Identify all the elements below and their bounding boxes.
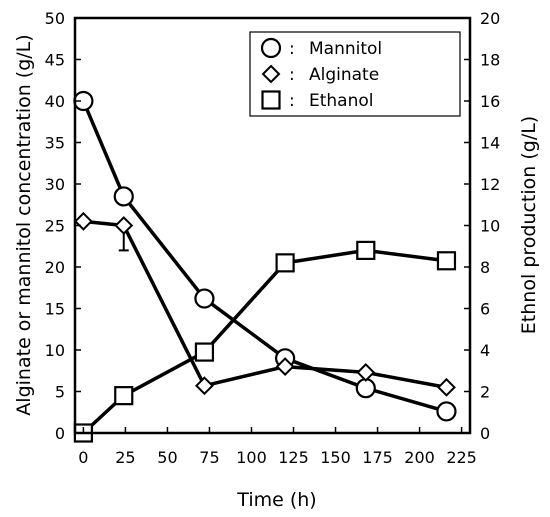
x-tick-label: 125 — [278, 448, 309, 467]
y-left-tick-label: 0 — [55, 424, 65, 443]
x-tick-label: 225 — [446, 448, 477, 467]
y-axis-right-title: Ethnol production (g/L) — [518, 116, 540, 334]
x-tick-label: 100 — [236, 448, 267, 467]
chart-axes: 0 25 50 75 100 125 150 175 200 225051015202530354… — [45, 9, 501, 467]
x-tick-label: 175 — [362, 448, 393, 467]
ethanol-point — [194, 342, 215, 362]
y-right-tick-label: 2 — [480, 383, 490, 402]
legend-separator: : — [289, 65, 295, 85]
y-left-tick-label: 30 — [45, 175, 65, 194]
mannitol-line — [81, 100, 447, 414]
x-tick-label: 75 — [199, 448, 219, 467]
y-axis-left-title: Alginate or mannitol concentration (g/L) — [13, 34, 35, 415]
y-right-tick-label: 6 — [480, 300, 490, 319]
alginate-line — [83, 219, 447, 390]
y-right-tick-label: 16 — [480, 92, 500, 111]
x-axis-title: Time (h) — [236, 489, 316, 511]
alginate-point — [195, 376, 214, 396]
mannitol-point — [194, 288, 215, 309]
y-right-tick-label: 8 — [480, 258, 490, 277]
y-right-tick-label: 14 — [480, 134, 500, 153]
y-left-tick-label: 10 — [45, 341, 65, 360]
y-left-tick-label: 35 — [45, 134, 65, 153]
legend-alginate-label: Alginate — [309, 65, 379, 85]
legend-mannitol-label: Mannitol — [309, 39, 382, 59]
y-left-tick-label: 40 — [45, 92, 65, 111]
mannitol-point — [355, 378, 376, 399]
ethanol-point — [114, 386, 134, 406]
y-right-tick-label: 10 — [480, 217, 500, 236]
x-tick-label: 50 — [157, 448, 177, 467]
y-right-tick-label: 0 — [480, 424, 490, 443]
legend-ethanol-marker — [261, 90, 281, 110]
legend-box — [249, 31, 461, 117]
alginate-point — [114, 216, 134, 235]
alginate-point — [437, 377, 456, 397]
y-left-tick-label: 20 — [45, 258, 65, 277]
legend-separator: : — [289, 91, 295, 111]
legend-alginate-marker — [261, 64, 281, 84]
mannitol-point — [113, 186, 134, 207]
y-right-tick-label: 4 — [480, 341, 490, 360]
alginate-point — [356, 362, 376, 382]
y-left-tick-label: 25 — [45, 217, 65, 236]
legend: : Mannitol: Alginate: Ethanol — [249, 31, 461, 117]
y-right-tick-label: 12 — [480, 175, 500, 194]
y-left-tick-label: 15 — [45, 300, 65, 319]
ethanol-point — [436, 251, 457, 271]
ethanol-point — [275, 253, 295, 273]
y-right-tick-label: 20 — [480, 9, 500, 28]
legend-mannitol-marker — [260, 37, 282, 59]
alginate-point — [73, 211, 93, 231]
legend-ethanol-label: Ethanol — [309, 91, 374, 111]
y-left-tick-label: 50 — [45, 9, 65, 28]
mannitol-point — [436, 401, 457, 422]
legend-separator: : — [289, 39, 295, 59]
x-tick-label: 0 — [78, 448, 88, 467]
y-right-tick-label: 18 — [480, 51, 500, 70]
x-tick-label: 200 — [404, 448, 435, 467]
y-left-tick-label: 45 — [45, 51, 65, 70]
alginate-point — [275, 357, 295, 377]
ethanol-point — [356, 240, 376, 260]
y-left-tick-label: 5 — [55, 383, 65, 402]
x-tick-label: 25 — [115, 448, 135, 467]
chart-marks — [73, 90, 457, 443]
x-tick-label: 150 — [320, 448, 351, 467]
